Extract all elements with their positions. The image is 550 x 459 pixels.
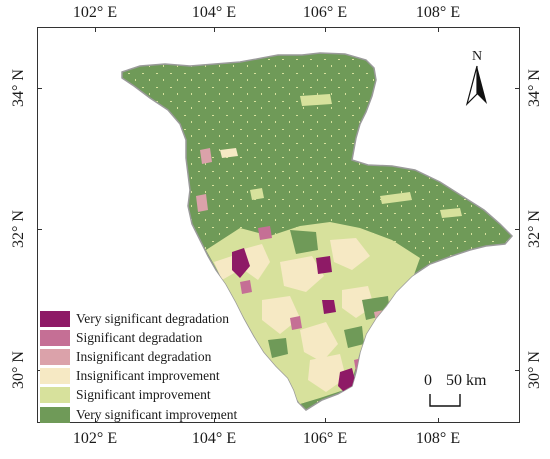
legend-label: Significant degradation xyxy=(76,329,203,345)
legend-swatch xyxy=(40,310,70,327)
legend-label: Insignificant degradation xyxy=(76,348,212,364)
scale-bar-distance-label: 50 km xyxy=(446,372,487,389)
legend-swatch xyxy=(40,406,70,423)
north-label: N xyxy=(472,49,483,64)
legend-swatch xyxy=(40,329,70,346)
scale-bar-zero-label: 0 xyxy=(424,372,432,389)
tick-mark-bottom xyxy=(438,418,439,423)
legend-item: Insignificant improvement xyxy=(40,367,272,386)
tick-mark-bottom xyxy=(95,418,96,423)
latitude-label-right-32: 32° N xyxy=(526,210,543,248)
tick-mark-right xyxy=(515,370,520,371)
longitude-label-top-108: 108° E xyxy=(415,4,461,21)
tick-mark-bottom xyxy=(325,418,326,423)
longitude-label-bottom-104: 104° E xyxy=(191,430,237,447)
tick-mark-left xyxy=(37,229,42,230)
longitude-label-top-104: 104° E xyxy=(191,4,237,21)
tick-mark-top xyxy=(95,27,96,32)
longitude-label-top-102: 102° E xyxy=(72,4,118,21)
land-cover-change-patches xyxy=(196,94,462,404)
tick-mark-right xyxy=(515,229,520,230)
legend-label: Insignificant improvement xyxy=(76,368,220,384)
legend-item: Insignificant degradation xyxy=(40,347,272,366)
north-arrow-icon xyxy=(465,65,487,106)
tick-mark-bottom xyxy=(214,418,215,423)
latitude-label-right-30: 30° N xyxy=(526,351,543,389)
longitude-label-top-106: 106° E xyxy=(302,4,348,21)
latitude-label-left-30: 30° N xyxy=(10,351,27,389)
latitude-label-left-34: 34° N xyxy=(10,69,27,107)
legend-swatch xyxy=(40,387,70,404)
tick-mark-right xyxy=(515,88,520,89)
tick-mark-left xyxy=(37,88,42,89)
legend: Very significant degradation Significant … xyxy=(40,309,272,424)
longitude-label-bottom-102: 102° E xyxy=(72,430,118,447)
legend-label: Significant improvement xyxy=(76,387,211,403)
legend-swatch xyxy=(40,368,70,385)
longitude-label-bottom-106: 106° E xyxy=(302,430,348,447)
latitude-label-right-34: 34° N xyxy=(526,69,543,107)
legend-swatch xyxy=(40,348,70,365)
legend-label: Very significant degradation xyxy=(76,310,229,326)
tick-mark-top xyxy=(325,27,326,32)
tick-mark-top xyxy=(438,27,439,32)
legend-item: Significant improvement xyxy=(40,386,272,405)
legend-item: Very significant improvement xyxy=(40,405,272,424)
legend-label: Very significant improvement xyxy=(76,406,238,422)
longitude-label-bottom-108: 108° E xyxy=(415,430,461,447)
legend-item: Very significant degradation xyxy=(40,309,272,328)
latitude-label-left-32: 32° N xyxy=(10,210,27,248)
tick-mark-left xyxy=(37,370,42,371)
legend-item: Significant degradation xyxy=(40,328,272,347)
tick-mark-top xyxy=(214,27,215,32)
scale-bar xyxy=(429,394,461,407)
